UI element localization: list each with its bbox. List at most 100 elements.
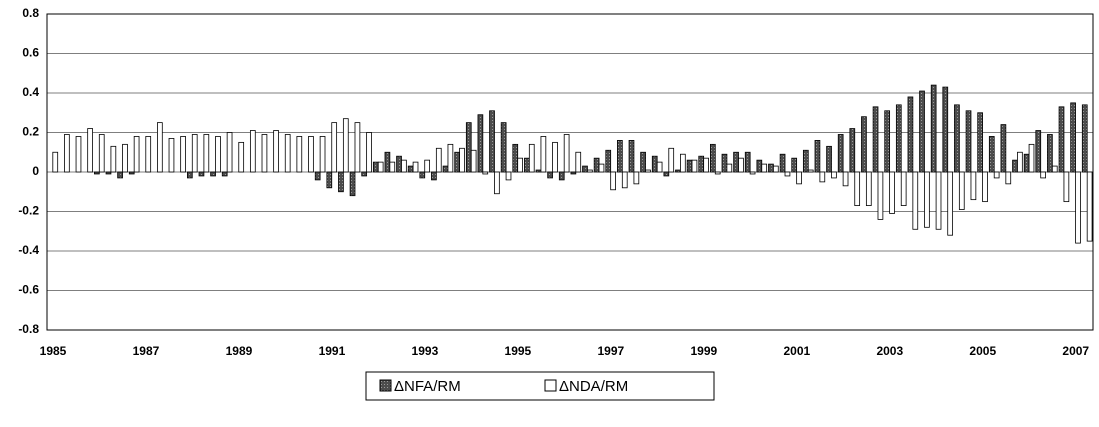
bar xyxy=(512,143,519,173)
bar xyxy=(52,151,59,173)
bar xyxy=(1005,171,1012,185)
bars xyxy=(52,84,1093,244)
bar xyxy=(668,147,675,173)
bar xyxy=(744,151,751,173)
bar xyxy=(273,130,279,173)
x-tick-label: 1991 xyxy=(319,344,346,358)
bar xyxy=(831,171,837,179)
bar xyxy=(215,136,221,173)
bar xyxy=(528,143,535,173)
bar xyxy=(547,171,553,179)
bar xyxy=(210,171,216,177)
bar xyxy=(691,159,698,173)
bar xyxy=(482,171,489,175)
bar xyxy=(738,157,744,173)
bar xyxy=(524,157,530,173)
bar xyxy=(907,96,914,173)
legend xyxy=(365,371,715,401)
bar xyxy=(733,151,739,173)
bar xyxy=(284,134,291,173)
bar xyxy=(919,90,925,173)
bar xyxy=(435,147,442,173)
bar xyxy=(610,171,616,191)
bar xyxy=(338,171,344,193)
bar xyxy=(180,136,186,173)
bar xyxy=(552,141,558,173)
bar xyxy=(617,139,623,173)
bar xyxy=(598,163,605,173)
y-tick-label: -0.4 xyxy=(18,243,39,257)
bar xyxy=(296,136,303,173)
bar xyxy=(935,171,942,230)
x-tick-label: 1985 xyxy=(40,344,67,358)
x-tick-label: 1987 xyxy=(133,344,160,358)
bar xyxy=(1075,171,1081,244)
bar xyxy=(675,169,681,173)
bar xyxy=(389,161,396,173)
bar xyxy=(221,171,228,177)
bar xyxy=(459,147,465,173)
y-tick-label: -0.8 xyxy=(18,322,39,336)
bar xyxy=(191,134,198,173)
bar xyxy=(714,171,721,175)
bar xyxy=(982,171,988,203)
bar xyxy=(656,161,663,173)
bar xyxy=(772,165,779,173)
bar xyxy=(942,86,949,173)
bar xyxy=(117,171,123,179)
bar xyxy=(314,171,321,181)
bar xyxy=(424,159,431,173)
bar xyxy=(680,153,686,173)
legend-swatch xyxy=(544,379,557,392)
bar xyxy=(98,134,105,173)
legend-swatch xyxy=(379,379,392,392)
bar xyxy=(1012,159,1018,173)
bar xyxy=(872,106,879,173)
bar xyxy=(470,149,477,173)
bar xyxy=(442,165,449,173)
bar xyxy=(1035,130,1042,173)
bar xyxy=(621,171,628,189)
bar xyxy=(133,136,140,173)
bar xyxy=(582,165,588,173)
bar xyxy=(401,159,407,173)
bar xyxy=(535,169,542,173)
bar xyxy=(749,171,756,175)
bar xyxy=(1047,134,1053,173)
bar xyxy=(849,128,856,173)
bar xyxy=(563,134,570,173)
y-tick-label: -0.6 xyxy=(18,283,39,297)
bar xyxy=(342,118,349,173)
y-tick-label: 0.2 xyxy=(22,125,39,139)
bar xyxy=(965,110,972,173)
y-tick-label: 0 xyxy=(32,164,39,178)
bar xyxy=(1017,151,1023,173)
bar xyxy=(505,171,512,181)
bar xyxy=(807,169,814,173)
bar xyxy=(454,151,460,173)
bar xyxy=(861,116,867,173)
bar xyxy=(1063,171,1070,203)
bar xyxy=(958,171,965,210)
bar xyxy=(349,171,356,197)
bar xyxy=(238,141,245,173)
bar xyxy=(988,136,995,173)
bar xyxy=(500,122,507,173)
bar xyxy=(465,122,472,173)
bar xyxy=(761,163,768,173)
bar xyxy=(924,171,930,228)
bar xyxy=(326,171,333,189)
bar xyxy=(145,136,152,173)
bar xyxy=(900,171,907,206)
bar xyxy=(726,163,733,173)
bar xyxy=(698,155,705,173)
bar xyxy=(361,171,368,177)
bar xyxy=(105,171,112,175)
bar xyxy=(1028,143,1035,173)
bar xyxy=(768,163,774,173)
bar xyxy=(1070,102,1076,173)
bar xyxy=(703,157,709,173)
bar xyxy=(94,171,100,175)
x-tick-label: 2001 xyxy=(783,344,810,358)
bar xyxy=(889,171,895,214)
